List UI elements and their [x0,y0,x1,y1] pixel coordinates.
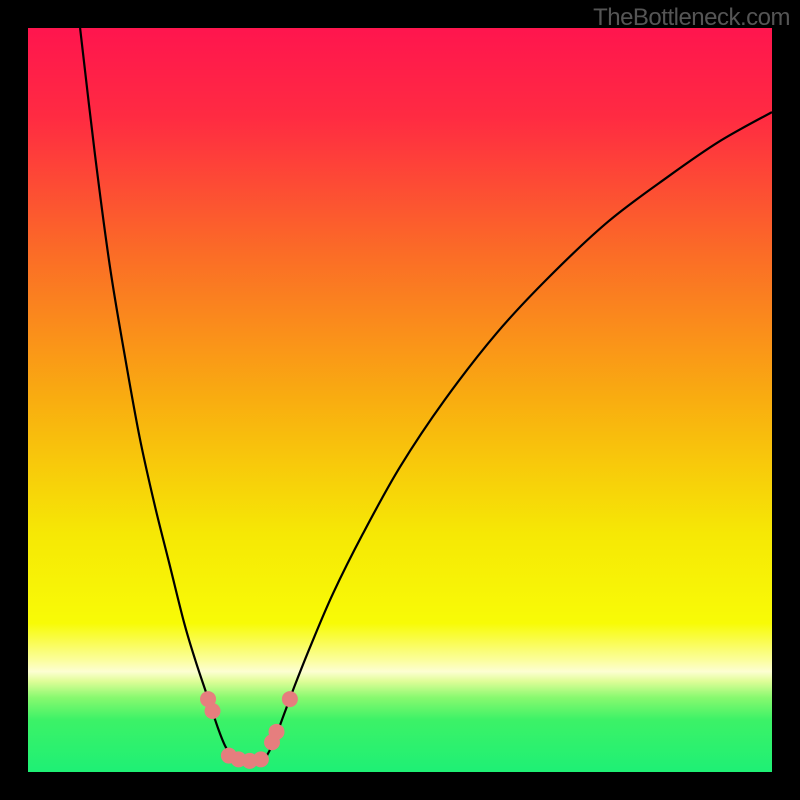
watermark-text: TheBottleneck.com [593,4,790,32]
data-marker [269,724,285,740]
bottleneck-chart [28,28,772,772]
gradient-background [28,28,772,772]
chart-container: TheBottleneck.com [0,0,800,800]
data-marker [282,691,298,707]
data-marker [253,751,269,767]
data-marker [205,703,221,719]
